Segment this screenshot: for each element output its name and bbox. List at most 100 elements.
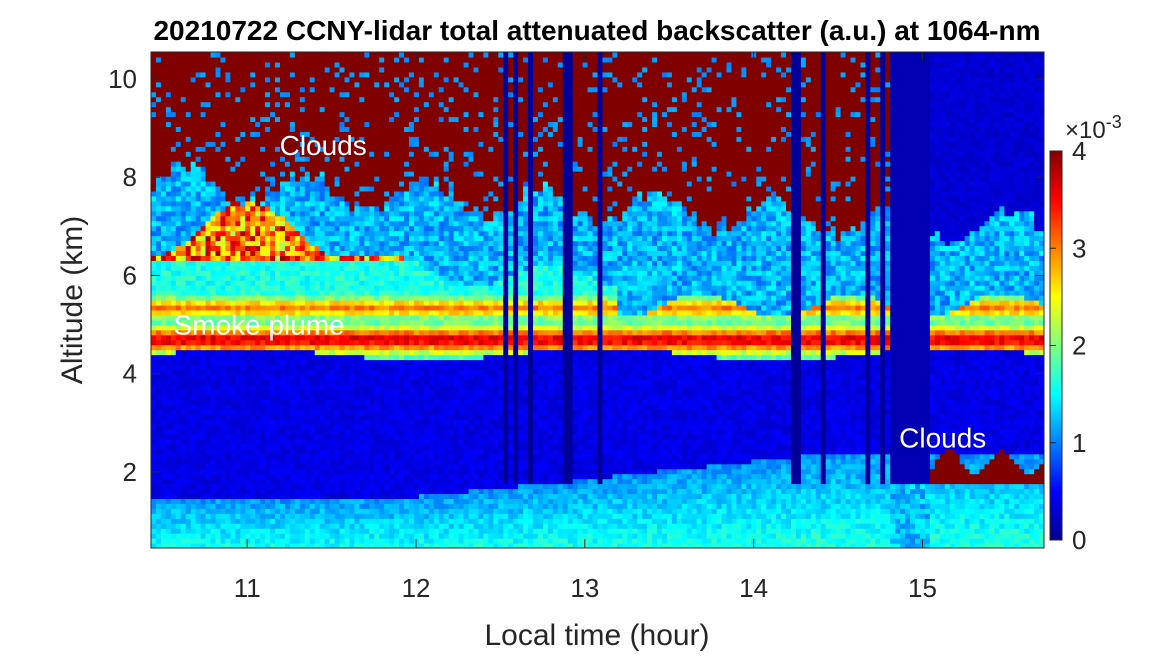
heatmap-cell xyxy=(190,171,197,177)
heatmap-cell xyxy=(364,319,370,326)
heatmap-cell xyxy=(270,334,276,341)
heatmap-cell xyxy=(349,523,356,529)
heatmap-cell xyxy=(190,56,197,63)
heatmap-cell xyxy=(250,260,256,266)
heatmap-cell xyxy=(235,295,241,301)
heatmap-cell xyxy=(369,389,375,395)
heatmap-cell xyxy=(170,483,177,490)
heatmap-cell xyxy=(245,369,251,375)
heatmap-cell xyxy=(379,161,385,167)
heatmap-cell xyxy=(260,136,266,142)
heatmap-cell xyxy=(279,195,286,202)
heatmap-cell xyxy=(354,235,360,242)
heatmap-cell xyxy=(195,225,202,232)
heatmap-cell xyxy=(255,265,261,271)
heatmap-cell xyxy=(185,503,192,509)
heatmap-cell xyxy=(175,91,182,98)
heatmap-cell xyxy=(309,161,316,167)
heatmap-cell xyxy=(369,190,375,197)
heatmap-cell xyxy=(314,91,321,98)
heatmap-cell xyxy=(319,324,326,331)
heatmap-cell xyxy=(210,453,217,460)
heatmap-cell xyxy=(250,384,256,390)
heatmap-cell xyxy=(265,379,271,385)
heatmap-cell xyxy=(215,543,222,548)
heatmap-cell xyxy=(265,478,271,485)
heatmap-cell xyxy=(165,81,172,88)
heatmap-cell xyxy=(334,220,341,227)
heatmap-cell xyxy=(155,300,162,306)
heatmap-cell xyxy=(384,329,390,336)
heatmap-cell xyxy=(379,359,385,366)
heatmap-cell xyxy=(384,384,390,390)
heatmap-cell xyxy=(389,448,395,455)
heatmap-cell xyxy=(364,205,370,212)
heatmap-cell xyxy=(369,136,375,142)
heatmap-cell xyxy=(329,265,336,271)
heatmap-cell xyxy=(250,414,256,420)
heatmap-cell xyxy=(294,285,301,291)
heatmap-cell xyxy=(289,225,296,232)
heatmap-cell xyxy=(240,220,246,227)
heatmap-cell xyxy=(384,66,390,73)
heatmap-cell xyxy=(324,374,331,380)
heatmap-cell xyxy=(155,106,162,113)
heatmap-cell xyxy=(275,498,281,504)
heatmap-cell xyxy=(235,91,241,98)
heatmap-cell xyxy=(270,71,276,78)
heatmap-cell xyxy=(165,488,172,495)
heatmap-cell xyxy=(185,414,192,420)
heatmap-cell xyxy=(304,448,311,455)
heatmap-cell xyxy=(334,295,341,301)
heatmap-cell xyxy=(394,339,400,346)
heatmap-cell xyxy=(200,151,207,157)
heatmap-cell xyxy=(270,468,276,475)
heatmap-cell xyxy=(289,270,296,276)
heatmap-cell xyxy=(364,260,370,266)
heatmap-cell xyxy=(265,369,271,375)
heatmap-cell xyxy=(230,518,236,524)
heatmap-cell xyxy=(230,81,236,88)
heatmap-cell xyxy=(240,106,246,113)
heatmap-cell xyxy=(275,245,281,251)
heatmap-cell xyxy=(240,329,246,336)
heatmap-cell xyxy=(235,81,241,88)
heatmap-cell xyxy=(190,230,197,237)
heatmap-cell xyxy=(339,314,346,321)
heatmap-cell xyxy=(190,424,197,430)
heatmap-cell xyxy=(175,265,182,271)
heatmap-cell xyxy=(344,493,351,499)
heatmap-cell xyxy=(275,141,281,147)
heatmap-cell xyxy=(235,319,241,326)
heatmap-cell xyxy=(379,488,385,495)
heatmap-cell xyxy=(374,190,380,197)
heatmap-cell xyxy=(359,121,365,127)
heatmap-cell xyxy=(324,66,331,73)
heatmap-cell xyxy=(250,151,256,157)
heatmap-cell xyxy=(180,270,187,276)
heatmap-cell xyxy=(255,81,261,88)
heatmap-cell xyxy=(180,309,187,316)
heatmap-cell xyxy=(165,280,172,286)
heatmap-cell xyxy=(205,66,212,73)
heatmap-cell xyxy=(314,409,321,415)
heatmap-cell xyxy=(210,71,217,78)
heatmap-cell xyxy=(200,424,207,430)
heatmap-cell xyxy=(339,453,346,460)
heatmap-cell xyxy=(160,428,167,435)
heatmap-cell xyxy=(215,180,222,187)
heatmap-cell xyxy=(260,458,266,465)
heatmap-cell xyxy=(329,433,336,440)
heatmap-cell xyxy=(379,101,385,108)
heatmap-cell xyxy=(185,374,192,380)
heatmap-cell xyxy=(309,220,316,227)
heatmap-cell xyxy=(384,280,390,286)
heatmap-cell xyxy=(245,384,251,390)
heatmap-cell xyxy=(151,334,157,341)
heatmap-cell xyxy=(309,538,316,544)
heatmap-cell xyxy=(260,523,266,529)
heatmap-cell xyxy=(339,438,346,445)
heatmap-cell xyxy=(354,513,360,519)
heatmap-cell xyxy=(205,344,212,351)
heatmap-cell xyxy=(299,195,306,202)
